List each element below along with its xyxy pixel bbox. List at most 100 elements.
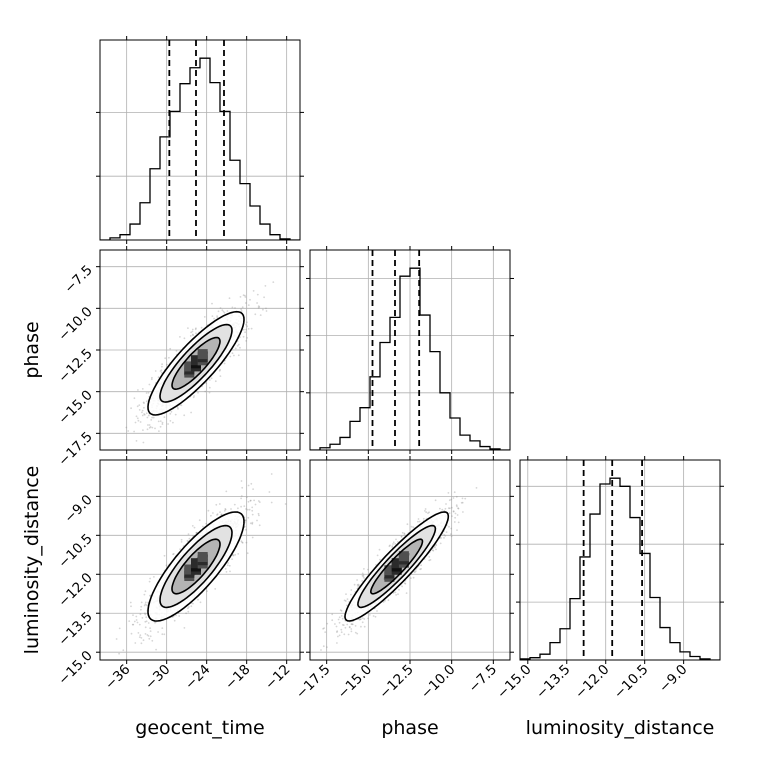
- scatter-point: [357, 585, 360, 587]
- scatter-point: [138, 409, 141, 411]
- scatter-point: [424, 508, 427, 510]
- scatter-point: [357, 583, 360, 586]
- scatter-point: [148, 580, 151, 583]
- scatter-point: [257, 305, 260, 307]
- scatter-point: [450, 506, 453, 509]
- scatter-point: [249, 499, 252, 502]
- scatter-point: [246, 321, 248, 324]
- scatter-point: [197, 391, 199, 394]
- scatter-point: [149, 627, 152, 629]
- scatter-point: [190, 331, 193, 334]
- scatter-point: [341, 624, 344, 626]
- scatter-point: [150, 419, 153, 421]
- scatter-point: [149, 426, 152, 428]
- scatter-point: [224, 508, 227, 511]
- scatter-point: [141, 414, 144, 417]
- scatter-point: [198, 519, 201, 522]
- scatter-point: [190, 605, 193, 608]
- scatter-point: [157, 631, 160, 633]
- scatter-point: [251, 536, 254, 539]
- scatter-point: [447, 507, 450, 510]
- y-tick-label-luminosity_distance: −12.0: [55, 570, 96, 611]
- x-tick-label-luminosity_distance: −10.5: [611, 662, 652, 703]
- scatter-point: [450, 533, 452, 535]
- scatter-point: [360, 618, 362, 620]
- scatter-point: [219, 375, 222, 377]
- scatter-point: [225, 571, 228, 573]
- scatter-point: [268, 491, 271, 493]
- scatter-point: [203, 316, 206, 318]
- scatter-point: [152, 416, 155, 419]
- scatter-point: [251, 523, 254, 525]
- scatter-point: [237, 354, 240, 357]
- scatter-point: [161, 627, 164, 629]
- scatter-point: [350, 593, 352, 596]
- scatter-point: [200, 326, 203, 329]
- scatter-point: [429, 559, 432, 561]
- scatter-point: [135, 440, 138, 442]
- scatter-point: [195, 532, 198, 534]
- scatter-point: [246, 325, 249, 328]
- scatter-point: [223, 311, 226, 314]
- scatter-point: [234, 553, 237, 556]
- scatter-point: [245, 496, 248, 499]
- scatter-point: [242, 294, 245, 297]
- grid-geocent_time-phase: [100, 250, 300, 450]
- scatter-point: [187, 607, 189, 610]
- scatter-point: [362, 575, 365, 578]
- scatter-point: [452, 510, 455, 512]
- scatter-point: [192, 602, 194, 605]
- scatter-point: [140, 642, 143, 645]
- scatter-point: [392, 543, 394, 545]
- scatter-point: [221, 309, 224, 312]
- scatter-point: [143, 604, 146, 607]
- scatter-point: [240, 310, 243, 312]
- hist-grid-luminosity_distance: [520, 485, 720, 603]
- scatter-point: [453, 521, 456, 523]
- scatter-point: [417, 518, 420, 520]
- scatter-point: [246, 508, 249, 511]
- scatter-point: [435, 544, 438, 547]
- scatter-point: [240, 495, 243, 497]
- scatter-point: [363, 577, 365, 579]
- scatter-point: [361, 572, 364, 575]
- scatter-point: [242, 335, 245, 338]
- scatter-point: [270, 501, 273, 504]
- contour-line-2: [171, 336, 221, 391]
- scatter-point: [214, 380, 217, 383]
- scatter-point: [250, 482, 253, 485]
- scatter-point: [101, 487, 103, 489]
- x-tick-label-luminosity_distance: −13.5: [533, 662, 574, 703]
- scatter-point: [246, 552, 249, 555]
- scatter-point: [350, 628, 353, 630]
- x-tick-label-geocent_time: −36: [102, 662, 133, 693]
- scatter-point: [456, 505, 458, 508]
- scatter-point: [151, 376, 153, 379]
- scatter-point: [249, 522, 252, 525]
- scatter-point: [172, 553, 174, 556]
- x-tick-label-phase: −17.5: [293, 662, 334, 703]
- scatter-point: [144, 601, 147, 604]
- scatter-point: [403, 532, 406, 535]
- scatter-point: [138, 623, 141, 626]
- x-tick-label-geocent_time: −24: [182, 662, 213, 693]
- scatter-point: [258, 306, 261, 308]
- hist-frame-luminosity_distance: [519, 459, 721, 661]
- scatter-point: [454, 516, 456, 519]
- scatter-point: [252, 488, 255, 490]
- scatter-point: [361, 574, 364, 577]
- scatter-point: [187, 533, 190, 535]
- scatter-point: [192, 334, 195, 337]
- scatter-point: [169, 420, 172, 422]
- scatter-point: [135, 615, 138, 618]
- scatter-point: [165, 564, 168, 567]
- scatter-point: [456, 529, 458, 531]
- y-axis-label-luminosity_distance: luminosity_distance: [21, 466, 43, 655]
- scatter-point: [161, 421, 164, 424]
- scatter-point: [394, 543, 397, 545]
- scatter-point: [389, 544, 391, 547]
- scatter-point: [154, 427, 156, 430]
- scatter-point: [379, 558, 381, 561]
- scatter-point: [240, 497, 243, 500]
- scatter-point: [160, 371, 163, 374]
